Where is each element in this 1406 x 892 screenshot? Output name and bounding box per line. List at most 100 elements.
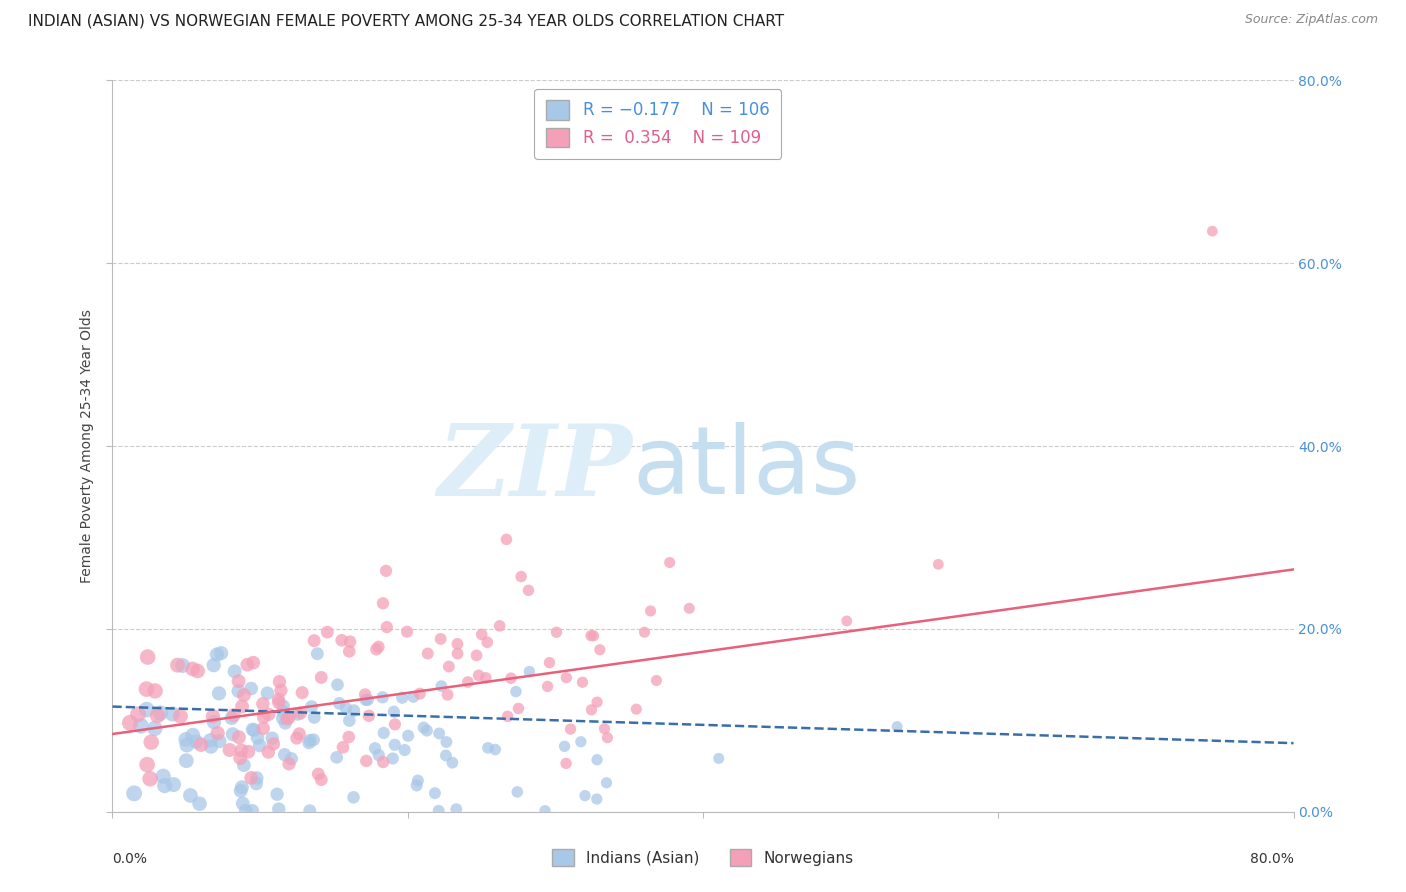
Point: [342, 790, 364, 805]
Point: [517, 583, 540, 598]
Text: 80.0%: 80.0%: [1250, 852, 1294, 866]
Point: [245, 776, 267, 790]
Point: [301, 699, 323, 714]
Point: [267, 696, 290, 710]
Point: [122, 786, 145, 800]
Point: [585, 792, 607, 806]
Text: ZIP: ZIP: [437, 420, 633, 516]
Point: [166, 658, 188, 673]
Point: [129, 719, 152, 733]
Point: [262, 731, 284, 746]
Y-axis label: Female Poverty Among 25-34 Year Olds: Female Poverty Among 25-34 Year Olds: [80, 309, 94, 583]
Point: [266, 787, 288, 801]
Point: [477, 740, 499, 755]
Point: [446, 637, 468, 651]
Point: [436, 735, 458, 749]
Point: [927, 558, 949, 572]
Point: [149, 706, 172, 720]
Point: [586, 753, 609, 767]
Point: [302, 710, 325, 724]
Point: [298, 736, 321, 750]
Point: [162, 778, 184, 792]
Point: [228, 684, 250, 698]
Point: [202, 715, 225, 730]
Point: [153, 779, 176, 793]
Point: [357, 708, 380, 723]
Point: [232, 758, 254, 772]
Point: [302, 633, 325, 648]
Point: [257, 745, 280, 759]
Point: [221, 711, 243, 725]
Point: [205, 648, 228, 662]
Point: [270, 683, 292, 698]
Point: [332, 740, 354, 755]
Point: [391, 690, 413, 705]
Point: [343, 704, 366, 718]
Point: [560, 722, 582, 736]
Point: [375, 564, 398, 578]
Point: [412, 721, 434, 735]
Point: [574, 789, 596, 803]
Point: [373, 755, 395, 769]
Point: [240, 771, 263, 785]
Text: 0.0%: 0.0%: [112, 852, 148, 866]
Legend: R = −0.177    N = 106, R =  0.354    N = 109: R = −0.177 N = 106, R = 0.354 N = 109: [534, 88, 780, 159]
Point: [495, 533, 517, 547]
Point: [269, 674, 291, 689]
Point: [172, 658, 194, 673]
Point: [298, 804, 321, 818]
Point: [596, 731, 619, 745]
Point: [593, 722, 616, 736]
Point: [285, 731, 308, 745]
Point: [326, 678, 349, 692]
Point: [252, 722, 274, 736]
Point: [208, 734, 231, 748]
Point: [278, 756, 301, 771]
Point: [384, 717, 406, 731]
Point: [240, 804, 263, 818]
Point: [280, 752, 302, 766]
Point: [499, 671, 522, 685]
Point: [367, 640, 389, 654]
Point: [437, 659, 460, 673]
Point: [253, 710, 276, 724]
Point: [222, 708, 245, 723]
Point: [208, 686, 231, 700]
Point: [640, 604, 662, 618]
Point: [229, 751, 252, 765]
Point: [298, 733, 321, 747]
Point: [200, 739, 222, 754]
Point: [242, 723, 264, 737]
Point: [626, 702, 648, 716]
Point: [291, 686, 314, 700]
Point: [249, 739, 271, 753]
Point: [441, 756, 464, 770]
Point: [184, 734, 207, 748]
Point: [135, 682, 157, 697]
Point: [174, 732, 197, 747]
Point: [467, 668, 489, 682]
Point: [335, 701, 357, 715]
Point: [200, 733, 222, 747]
Point: [278, 710, 301, 724]
Point: [146, 708, 169, 723]
Point: [427, 726, 450, 740]
Point: [707, 751, 730, 765]
Point: [409, 687, 432, 701]
Point: [394, 743, 416, 757]
Point: [187, 664, 209, 678]
Point: [257, 707, 280, 722]
Point: [328, 697, 350, 711]
Point: [534, 804, 557, 818]
Point: [181, 728, 204, 742]
Point: [510, 569, 533, 583]
Point: [582, 629, 605, 643]
Point: [330, 633, 353, 648]
Point: [231, 743, 253, 757]
Point: [222, 727, 245, 741]
Point: [238, 745, 260, 759]
Point: [325, 750, 347, 764]
Point: [371, 596, 394, 610]
Point: [267, 802, 290, 816]
Point: [232, 797, 254, 811]
